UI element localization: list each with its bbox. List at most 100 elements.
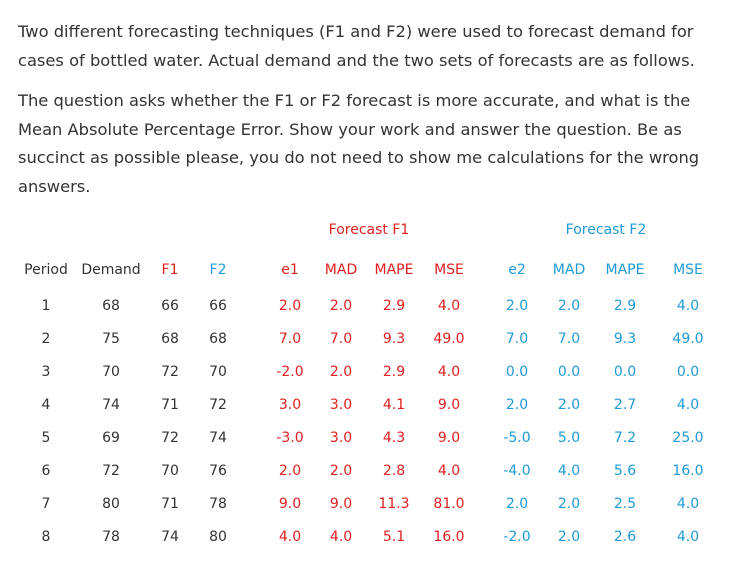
table-cell-mad-f2: 2.0 [557,496,581,512]
column-header-mse-f1: MSE [434,262,464,278]
table-cell-mape-f1: 4.1 [382,397,406,413]
table-cell-mse-f1: 49.0 [433,331,465,347]
table-cell-mse-f2: 49.0 [672,331,704,347]
table-cell-mse-f2: 25.0 [672,430,704,446]
table-cell-f2: 76 [209,463,227,479]
forecast-f2-group-header: Forecast F2 [565,222,647,238]
table-cell-mse-f2: 16.0 [672,463,704,479]
table-cell-mape-f1: 4.3 [382,430,406,446]
table-cell-demand: 72 [102,463,120,479]
table-cell-mad-f2: 2.0 [557,397,581,413]
table-cell-e2: 0.0 [505,364,529,380]
table-cell-f2: 66 [209,298,227,314]
table-cell-e2: 2.0 [505,298,529,314]
table-cell-mad-f1: 2.0 [329,298,353,314]
table-cell-period: 6 [41,463,51,479]
table-cell-e1: 7.0 [278,331,302,347]
table-cell-period: 1 [41,298,51,314]
table-cell-f1: 72 [161,364,179,380]
table-cell-e2: -4.0 [503,463,531,479]
table-cell-f1: 71 [161,496,179,512]
table-cell-mad-f1: 4.0 [329,529,353,545]
table-cell-demand: 78 [102,529,120,545]
table-cell-period: 2 [41,331,51,347]
column-header-f2: F2 [209,262,227,278]
table-cell-f1: 68 [161,331,179,347]
table-cell-period: 5 [41,430,51,446]
table-cell-mape-f1: 11.3 [378,496,410,512]
column-header-mape-f1: MAPE [374,262,414,278]
table-cell-e1: -3.0 [276,430,304,446]
table-cell-mse-f1: 4.0 [437,298,461,314]
table-cell-e1: 4.0 [278,529,302,545]
table-cell-e2: 2.0 [505,496,529,512]
table-cell-demand: 68 [102,298,120,314]
table-cell-mape-f2: 2.7 [613,397,637,413]
table-cell-e1: 2.0 [278,463,302,479]
column-header-f1: F1 [161,262,179,278]
table-cell-mape-f2: 5.6 [613,463,637,479]
table-cell-demand: 80 [102,496,120,512]
question-paragraph: The question asks whether the F1 or F2 f… [18,91,700,196]
table-cell-mse-f1: 81.0 [433,496,465,512]
table-cell-mad-f1: 3.0 [329,397,353,413]
table-cell-mape-f2: 9.3 [613,331,637,347]
table-cell-mape-f1: 2.9 [382,298,406,314]
table-cell-mse-f2: 4.0 [676,496,700,512]
table-cell-mse-f1: 9.0 [437,430,461,446]
table-cell-mape-f2: 2.5 [613,496,637,512]
table-cell-mape-f1: 9.3 [382,331,406,347]
table-cell-e2: 7.0 [505,331,529,347]
column-header-mad-f1: MAD [324,262,358,278]
table-cell-mad-f2: 5.0 [557,430,581,446]
table-cell-mape-f2: 2.6 [613,529,637,545]
table-cell-f2: 78 [209,496,227,512]
table-cell-e1: -2.0 [276,364,304,380]
table-cell-mad-f1: 2.0 [329,364,353,380]
table-cell-e2: -2.0 [503,529,531,545]
table-cell-mad-f2: 2.0 [557,298,581,314]
table-cell-mape-f1: 2.9 [382,364,406,380]
column-header-mape-f2: MAPE [605,262,645,278]
table-cell-f2: 68 [209,331,227,347]
table-cell-period: 7 [41,496,51,512]
intro-paragraph: Two different forecasting techniques (F1… [18,22,695,70]
table-cell-mad-f1: 2.0 [329,463,353,479]
table-cell-demand: 70 [102,364,120,380]
table-cell-period: 3 [41,364,51,380]
table-cell-mse-f2: 4.0 [676,529,700,545]
table-cell-mse-f1: 9.0 [437,397,461,413]
table-cell-f2: 70 [209,364,227,380]
column-header-e1: e1 [281,262,299,278]
table-cell-e2: 2.0 [505,397,529,413]
table-cell-mse-f2: 0.0 [676,364,700,380]
table-cell-e1: 2.0 [278,298,302,314]
table-cell-e1: 3.0 [278,397,302,413]
table-cell-mse-f2: 4.0 [676,397,700,413]
column-header-demand: Demand [81,262,141,278]
forecast-f1-group-header: Forecast F1 [328,222,410,238]
table-cell-e1: 9.0 [278,496,302,512]
table-cell-f2: 80 [209,529,227,545]
column-header-mse-f2: MSE [673,262,703,278]
table-cell-f1: 66 [161,298,179,314]
table-cell-period: 4 [41,397,51,413]
table-cell-e2: -5.0 [503,430,531,446]
table-cell-f1: 70 [161,463,179,479]
table-cell-mad-f1: 7.0 [329,331,353,347]
table-cell-period: 8 [41,529,51,545]
table-cell-mape-f1: 2.8 [382,463,406,479]
column-header-e2: e2 [508,262,526,278]
table-cell-mape-f2: 0.0 [613,364,637,380]
table-cell-mape-f1: 5.1 [382,529,406,545]
table-cell-f2: 72 [209,397,227,413]
table-cell-f2: 74 [209,430,227,446]
table-cell-mse-f1: 4.0 [437,364,461,380]
table-cell-mad-f1: 9.0 [329,496,353,512]
table-cell-demand: 69 [102,430,120,446]
table-cell-mad-f2: 4.0 [557,463,581,479]
table-cell-f1: 74 [161,529,179,545]
column-header-mad-f2: MAD [552,262,586,278]
table-cell-mape-f2: 2.9 [613,298,637,314]
table-cell-mad-f2: 7.0 [557,331,581,347]
